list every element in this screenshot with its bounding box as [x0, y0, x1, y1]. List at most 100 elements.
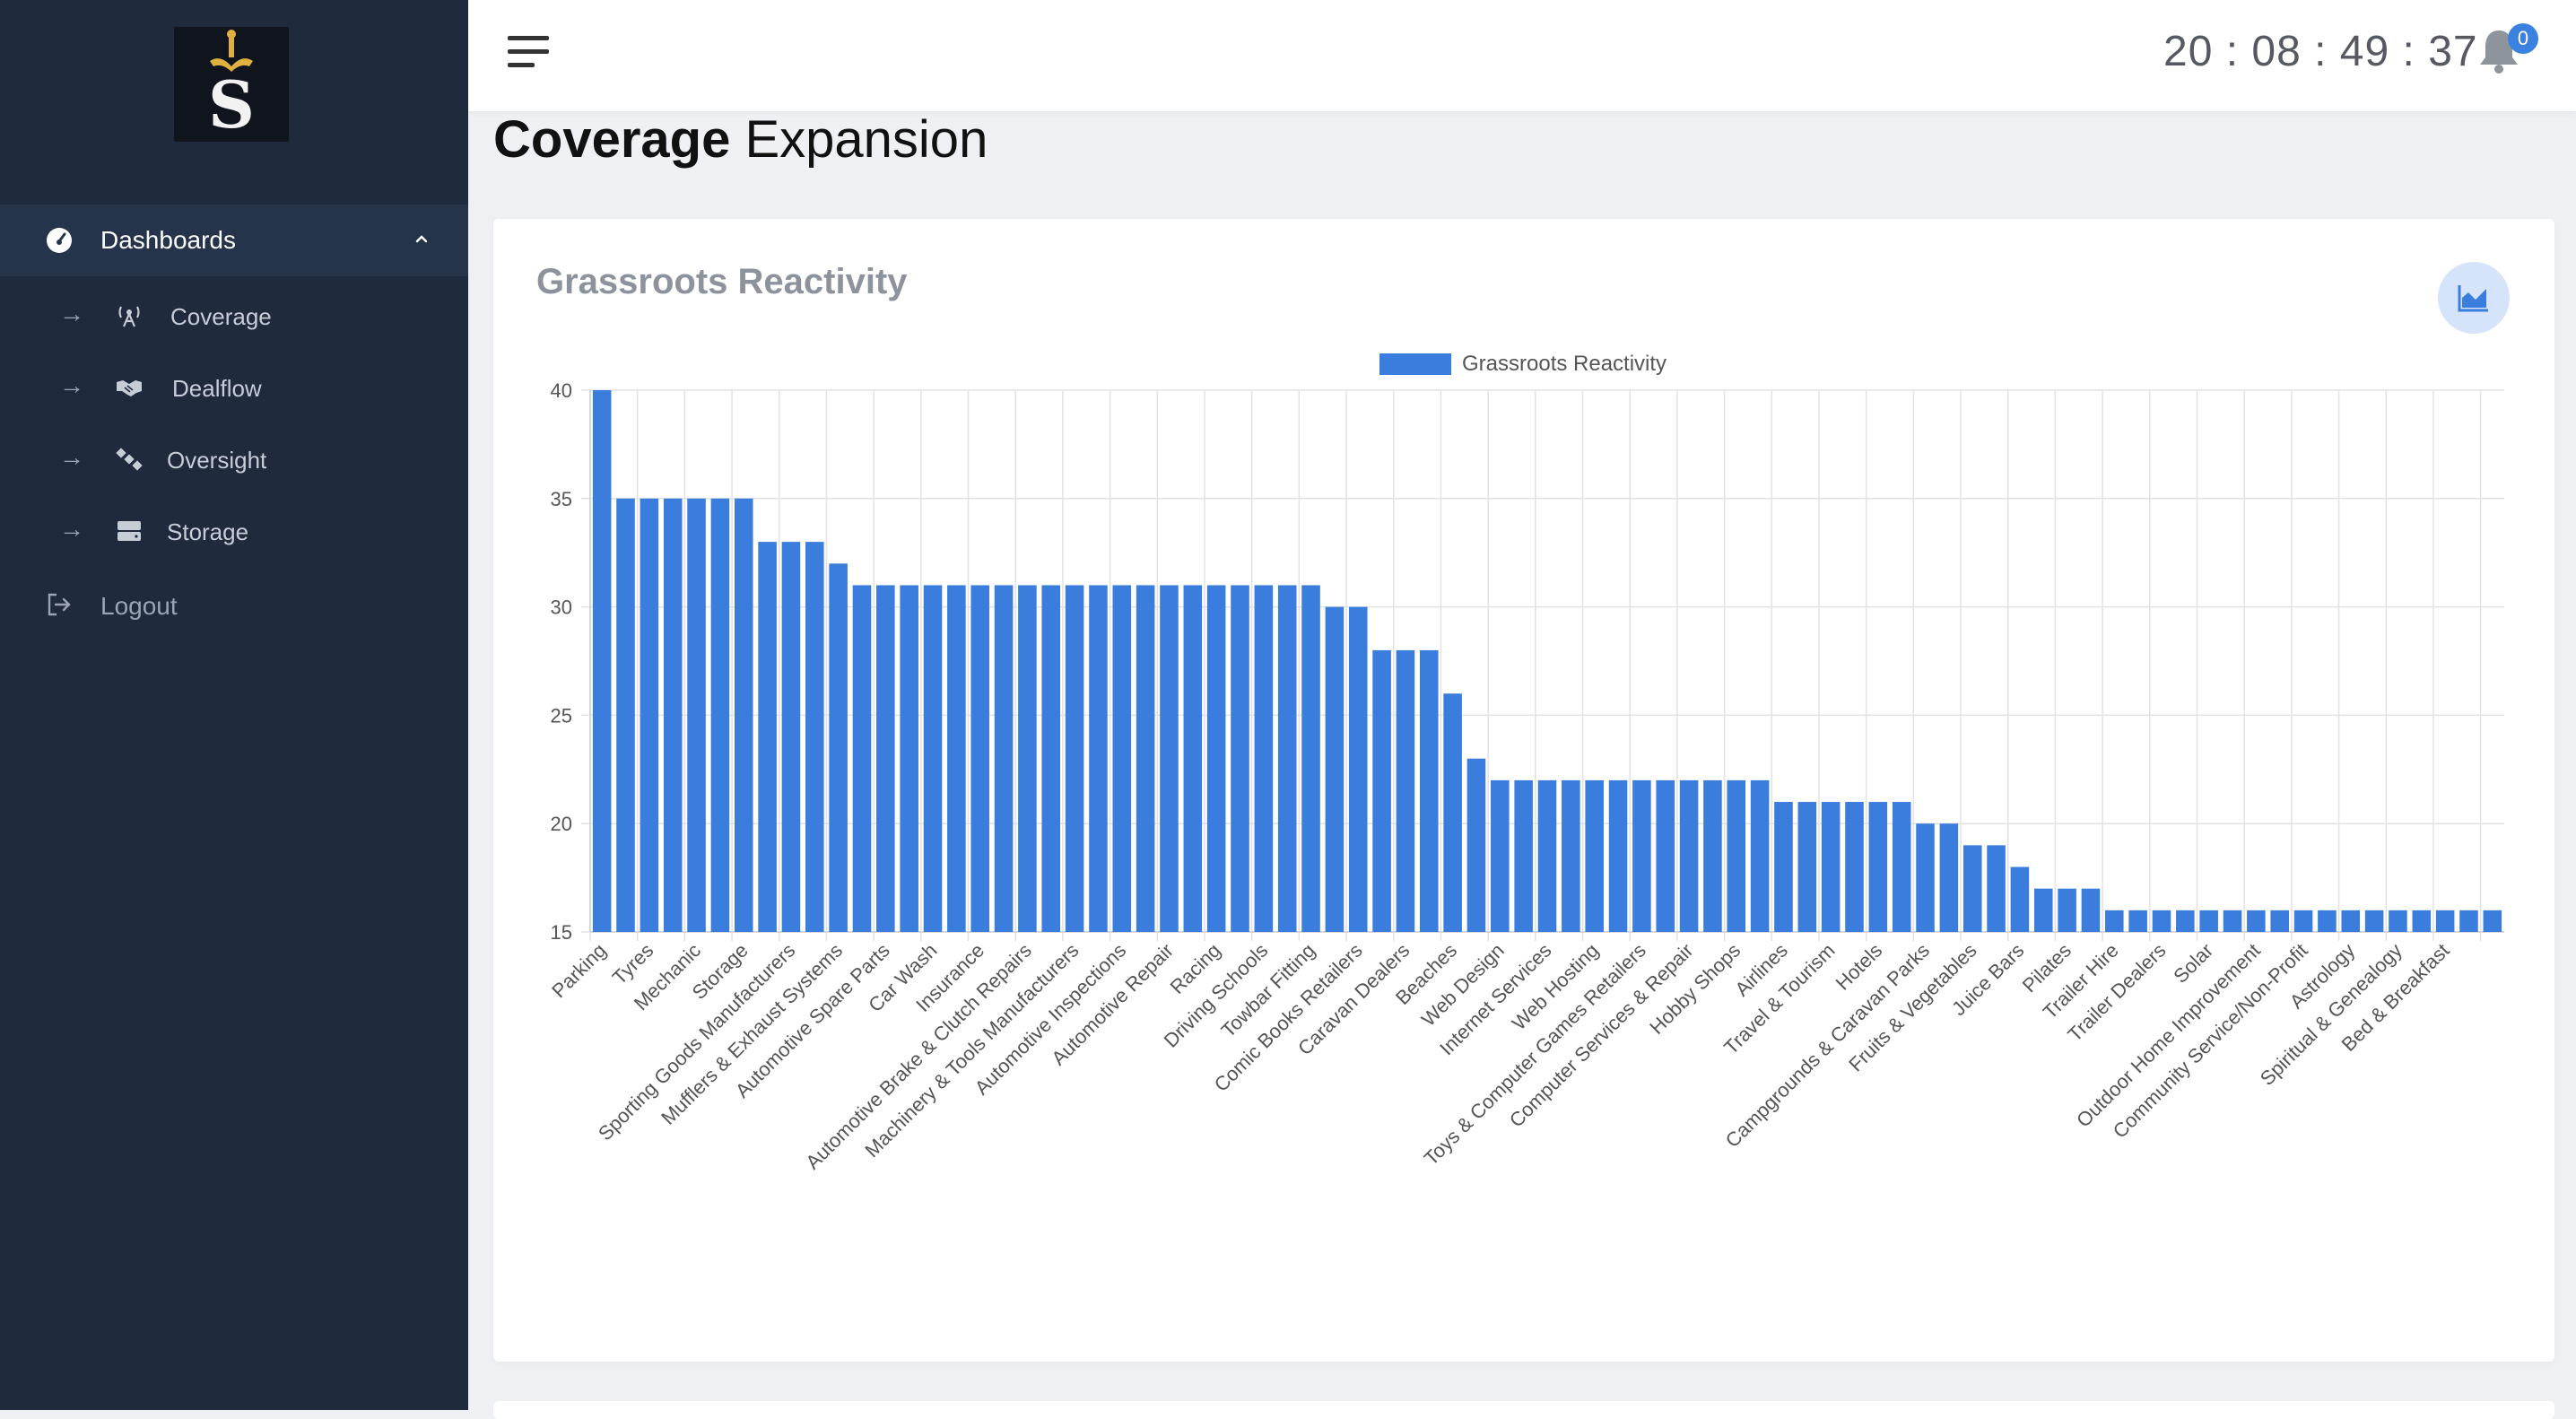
bar — [1750, 779, 1770, 932]
sidebar-item-label: Dashboards — [100, 226, 236, 254]
bar — [1254, 585, 1274, 932]
antenna-icon — [118, 306, 140, 327]
bar — [1962, 845, 1982, 932]
bar — [805, 542, 824, 932]
bar — [1372, 649, 1391, 932]
sidebar-item-label: Oversight — [167, 447, 267, 474]
bar — [2128, 910, 2147, 932]
bar — [1491, 779, 1510, 932]
legend-swatch — [1379, 353, 1451, 375]
bar — [1916, 823, 1935, 932]
bar — [1396, 649, 1415, 932]
bar — [1206, 585, 1226, 932]
page-title: Coverage Expansion — [493, 109, 988, 170]
bar — [1821, 802, 1841, 932]
bar — [1301, 585, 1320, 932]
bar — [1112, 585, 1132, 932]
y-tick-label: 30 — [551, 596, 572, 619]
bar — [2483, 910, 2502, 932]
bar — [1065, 585, 1084, 932]
brand-logo[interactable]: S — [174, 27, 289, 143]
logout-button[interactable]: Logout — [0, 578, 468, 635]
bar — [2010, 866, 2030, 932]
bar — [1231, 585, 1249, 932]
next-card-edge — [493, 1401, 2554, 1419]
bar — [2033, 888, 2053, 932]
chevron-up-icon[interactable] — [409, 226, 434, 251]
top-bar: 20 : 08 : 49 : 37 0 — [468, 0, 2576, 111]
bar — [2152, 910, 2171, 932]
svg-text:S: S — [208, 66, 255, 142]
bar — [1797, 802, 1817, 932]
bar — [1774, 802, 1793, 932]
arrow-right-icon: → — [59, 443, 84, 471]
bar — [734, 498, 753, 932]
bar — [1089, 585, 1108, 932]
bar — [2364, 910, 2384, 932]
logout-label: Logout — [100, 592, 178, 620]
sidebar-item-coverage[interactable]: → Coverage — [0, 289, 468, 343]
bar — [1679, 779, 1699, 932]
bar — [2105, 910, 2124, 932]
arrow-right-icon: → — [59, 300, 84, 327]
bar — [1727, 779, 1746, 932]
y-tick-label: 20 — [551, 813, 572, 835]
bar — [1987, 845, 2006, 932]
bar — [781, 542, 801, 932]
bar — [1277, 585, 1297, 932]
sidebar-item-storage[interactable]: → Storage — [0, 504, 468, 558]
bar — [1325, 606, 1345, 932]
bar — [1443, 693, 1462, 932]
bar — [2223, 910, 2242, 932]
bar — [2176, 910, 2195, 932]
area-chart-icon — [2458, 285, 2488, 312]
bar — [2293, 910, 2313, 932]
bar — [1845, 802, 1864, 932]
y-tick-label: 15 — [551, 921, 572, 944]
bar — [2247, 910, 2266, 932]
chart-type-button[interactable] — [2438, 262, 2510, 334]
bar — [1348, 606, 1368, 932]
bar — [994, 585, 1014, 932]
bar — [876, 585, 895, 932]
bar — [2081, 888, 2101, 932]
bar — [1892, 802, 1911, 932]
bar — [758, 542, 777, 932]
server-icon — [117, 521, 141, 541]
bar — [852, 585, 872, 932]
notification-badge: 0 — [2508, 23, 2538, 54]
bar — [1585, 779, 1604, 932]
bar — [663, 498, 683, 932]
countdown-clock: 20 : 08 : 49 : 37 — [2163, 28, 2478, 75]
sidebar-item-dealflow[interactable]: → Dealflow — [0, 361, 468, 414]
bar — [710, 498, 730, 932]
bar — [2435, 910, 2455, 932]
bar — [2318, 910, 2337, 932]
bar — [1939, 823, 1959, 932]
arrow-right-icon: → — [59, 515, 84, 543]
logout-icon — [48, 593, 71, 616]
handshake-icon — [117, 380, 142, 396]
page-title-bold: Coverage — [493, 110, 731, 169]
bar — [923, 585, 943, 932]
bar — [1041, 585, 1061, 932]
bar — [947, 585, 966, 932]
bar — [1703, 779, 1722, 932]
bar — [1466, 758, 1486, 932]
bar — [2389, 910, 2407, 932]
bar-chart: 152025303540ParkingTyresMechanicStorageS… — [547, 379, 2504, 1173]
sidebar-item-label: Storage — [167, 518, 249, 545]
satellite-icon — [116, 448, 143, 471]
chart-card: Grassroots Reactivity Grassroots Reactiv… — [493, 219, 2554, 1362]
legend-label: Grassroots Reactivity — [1462, 352, 1667, 376]
sidebar-item-dashboards[interactable]: Dashboards — [0, 205, 468, 276]
sidebar-item-oversight[interactable]: → Oversight — [0, 432, 468, 486]
bar — [640, 498, 659, 932]
sidebar: S Dashboards → Coverage → Dealflow → — [0, 0, 468, 1410]
bar — [2270, 910, 2289, 932]
bar — [1632, 779, 1651, 932]
bar — [1183, 585, 1203, 932]
bar — [687, 498, 706, 932]
y-tick-label: 35 — [551, 488, 572, 510]
menu-icon[interactable] — [506, 32, 551, 72]
